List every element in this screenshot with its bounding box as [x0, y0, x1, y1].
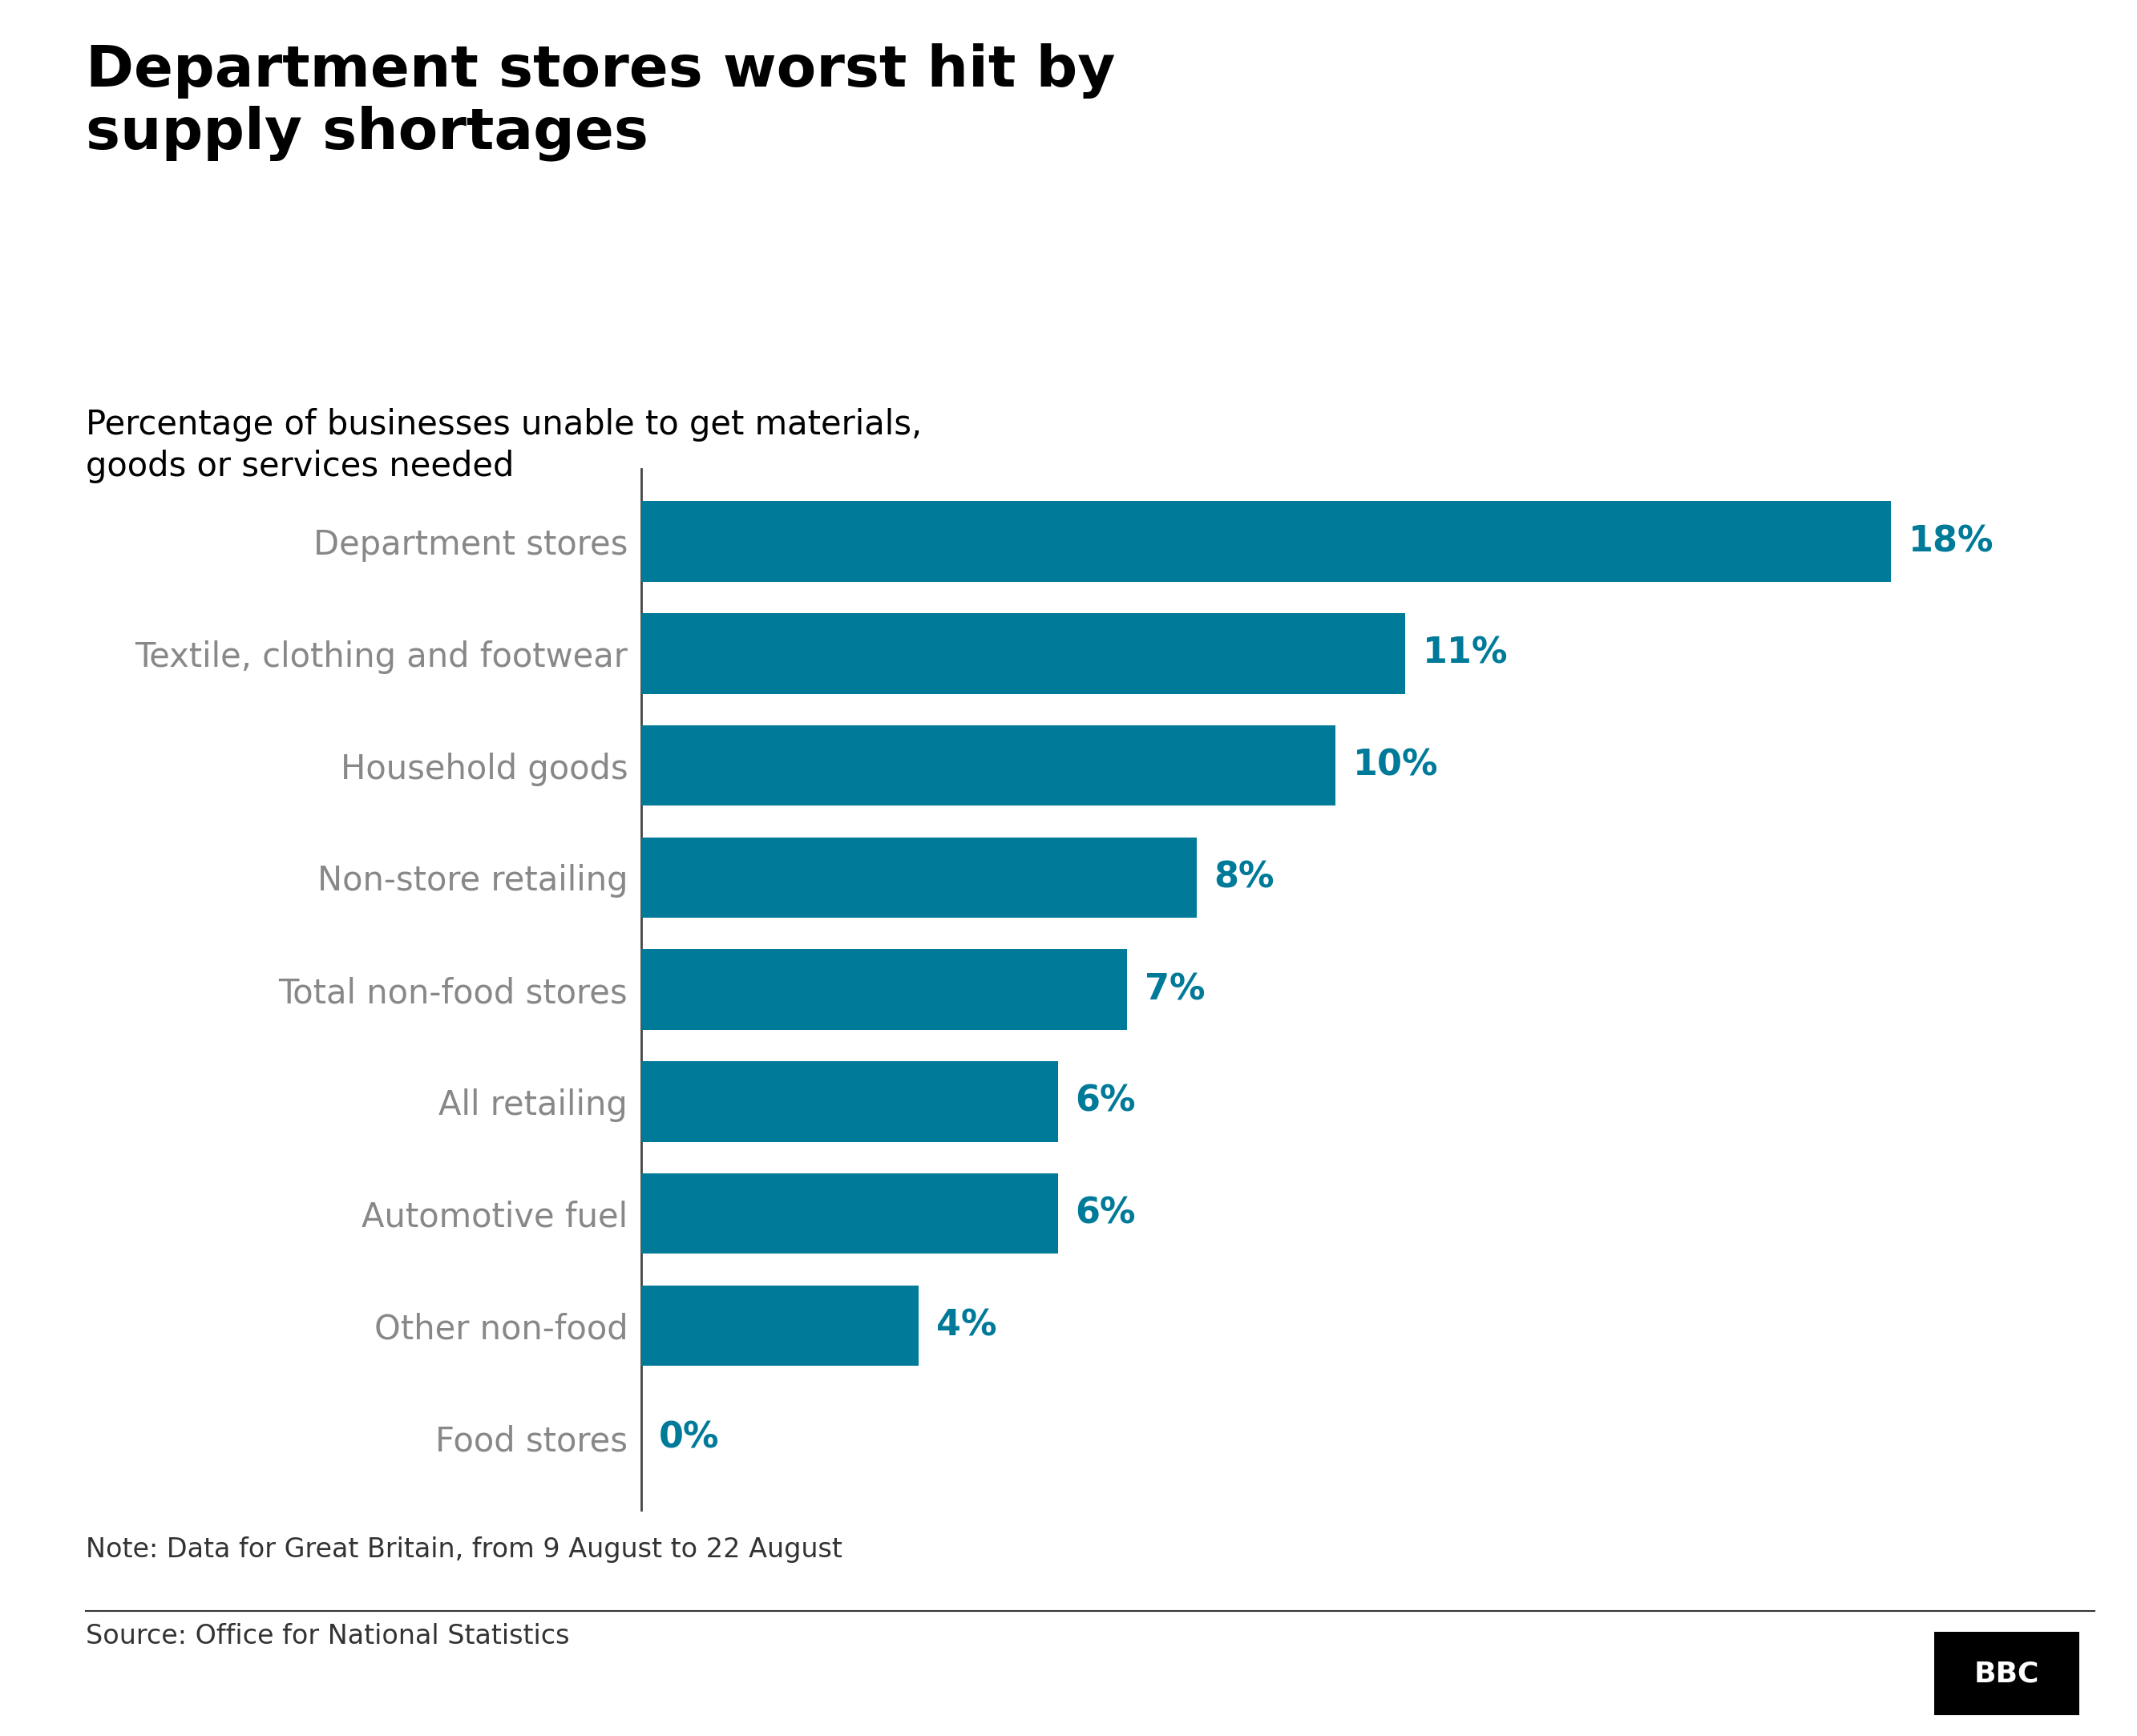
Bar: [641, 1061, 1058, 1142]
Text: 6%: 6%: [1075, 1085, 1135, 1118]
Text: 7%: 7%: [1145, 972, 1205, 1007]
Text: Note: Data for Great Britain, from 9 August to 22 August: Note: Data for Great Britain, from 9 Aug…: [85, 1536, 842, 1562]
Text: 11%: 11%: [1423, 637, 1509, 670]
Text: Percentage of businesses unable to get materials,
goods or services needed: Percentage of businesses unable to get m…: [85, 408, 921, 483]
Bar: [641, 1174, 1058, 1253]
Bar: [641, 502, 1891, 582]
Text: 0%: 0%: [658, 1420, 718, 1455]
Bar: [641, 837, 1197, 918]
Text: Department stores worst hit by
supply shortages: Department stores worst hit by supply sh…: [85, 43, 1116, 161]
Text: Source: Office for National Statistics: Source: Office for National Statistics: [85, 1623, 568, 1649]
Text: 6%: 6%: [1075, 1196, 1135, 1231]
Bar: [641, 1285, 919, 1366]
Bar: [641, 726, 1336, 806]
Text: 8%: 8%: [1214, 861, 1274, 894]
Text: 4%: 4%: [936, 1309, 996, 1342]
Bar: [641, 950, 1128, 1029]
Text: 18%: 18%: [1908, 524, 1994, 559]
Bar: [641, 613, 1406, 694]
Text: BBC: BBC: [1975, 1660, 2039, 1687]
Text: 10%: 10%: [1353, 748, 1438, 783]
